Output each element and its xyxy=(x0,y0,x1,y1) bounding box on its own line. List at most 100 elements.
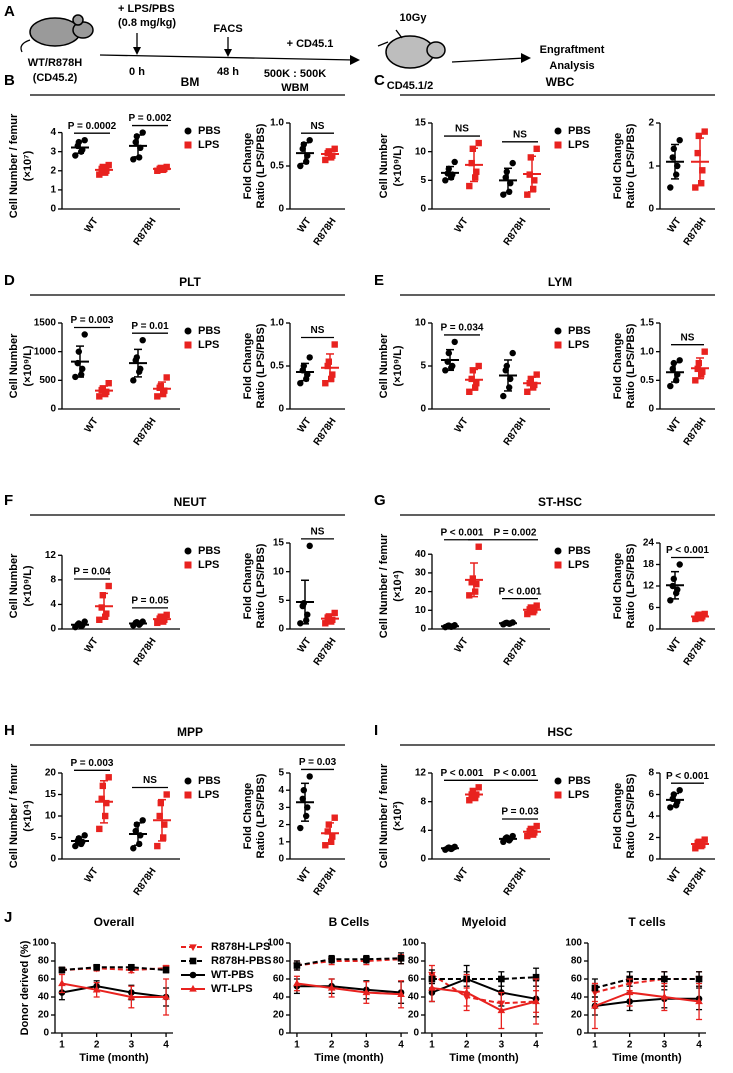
schematic: A WT/R878H (CD45.2) + LPS/PBS (0.8 mg/kg… xyxy=(4,3,605,94)
x-tick-label: 4 xyxy=(533,1040,539,1051)
y-axis-label: (×10⁷) xyxy=(22,150,34,181)
y-tick-label: 10 xyxy=(415,318,427,329)
legend-marker xyxy=(184,777,192,785)
comparison-label: P = 0.003 xyxy=(71,315,114,326)
data-point xyxy=(75,348,83,355)
data-point xyxy=(322,156,329,164)
comparison-label: P = 0.002 xyxy=(494,527,537,538)
legend-marker xyxy=(184,791,192,799)
x-tick-label: WT xyxy=(666,866,684,885)
data-point xyxy=(324,828,331,835)
panel-letter: B xyxy=(4,72,15,89)
panel-title: ST-HSC xyxy=(538,495,582,509)
legend-label: LPS xyxy=(198,559,219,571)
data-point xyxy=(533,822,540,830)
data-point xyxy=(325,821,332,828)
x-axis-label: Time (month) xyxy=(79,1052,149,1064)
y-tick-label: 80 xyxy=(38,956,50,967)
data-point xyxy=(58,979,66,987)
data-point xyxy=(297,620,304,627)
y-tick-label: 500 xyxy=(39,375,56,386)
x-tick-label: R878H xyxy=(312,416,339,448)
data-point xyxy=(530,185,537,193)
y-tick-label: 10 xyxy=(273,566,285,577)
data-point xyxy=(676,137,683,144)
legend-label: PBS xyxy=(568,125,591,137)
data-point xyxy=(509,349,516,357)
data-point xyxy=(524,388,531,395)
y-axis-label: (×10⁹/L) xyxy=(392,345,404,386)
recipient: CD45.1/2 xyxy=(387,80,433,92)
y-tick-label: 4 xyxy=(648,811,654,822)
chart-title: Myeloid xyxy=(462,915,507,929)
y-axis-label: Ratio (LPS/PBS) xyxy=(625,323,637,408)
chart-title: Overall xyxy=(94,915,135,929)
data-point xyxy=(695,838,702,845)
legend-label: PBS xyxy=(568,325,591,337)
data-point xyxy=(306,773,313,780)
data-point xyxy=(473,380,480,387)
y-axis-label: Fold Change xyxy=(242,553,254,620)
timeline xyxy=(99,54,356,61)
y-tick-label: 1000 xyxy=(34,346,57,357)
y-tick-label: 100 xyxy=(32,938,49,949)
comparison-label: P = 0.01 xyxy=(131,321,169,332)
data-point xyxy=(397,990,405,997)
y-axis-label: Fold Change xyxy=(612,333,624,400)
y-tick-label: 60 xyxy=(408,974,420,985)
legend-marker xyxy=(189,984,197,992)
y-axis-label: (×10⁹/L) xyxy=(22,345,34,386)
x-tick-label: WT xyxy=(666,636,684,655)
data-point xyxy=(154,842,161,850)
data-point xyxy=(466,182,473,190)
data-point xyxy=(322,842,329,849)
y-tick-label: 80 xyxy=(571,956,583,967)
panel-title: PLT xyxy=(179,275,201,289)
x-tick-label: R878H xyxy=(132,416,159,448)
data-point xyxy=(130,845,137,852)
legend-marker xyxy=(184,327,192,335)
x-tick-label: WT xyxy=(83,216,101,235)
panel-letter: A xyxy=(4,3,15,20)
data-point xyxy=(509,159,516,167)
data-point xyxy=(72,373,79,381)
y-tick-label: 100 xyxy=(565,938,582,949)
data-point xyxy=(303,812,310,820)
comparison-label: P = 0.003 xyxy=(71,758,114,769)
y-tick-label: 2 xyxy=(648,118,654,129)
data-point xyxy=(297,824,304,832)
y-axis-label: Ratio (LPS/PBS) xyxy=(255,123,267,208)
comparison-label: NS xyxy=(311,527,325,538)
data-point xyxy=(329,616,336,624)
y-tick-label: 1 xyxy=(648,161,654,172)
x-tick-label: R878H xyxy=(312,636,339,668)
data-point xyxy=(397,955,405,962)
data-point xyxy=(473,580,480,588)
data-point xyxy=(329,152,336,159)
comparison-label: NS xyxy=(513,129,527,140)
x-tick-label: 1 xyxy=(592,1040,598,1051)
panel-title: WBC xyxy=(546,75,575,89)
data-point xyxy=(533,371,540,378)
legend-label: LPS xyxy=(568,559,589,571)
y-tick-label: 4 xyxy=(50,599,56,610)
y-axis-label: Cell Number xyxy=(378,333,390,399)
y-tick-label: 18 xyxy=(643,559,655,570)
data-point xyxy=(661,975,668,983)
y-axis-label: Fold Change xyxy=(612,783,624,850)
data-point xyxy=(503,168,510,175)
data-point xyxy=(695,975,703,983)
y-tick-label: 20 xyxy=(571,1010,583,1021)
x-tick-label: 1 xyxy=(429,1040,435,1051)
legend-label: PBS xyxy=(568,775,591,787)
y-tick-label: 0 xyxy=(648,854,654,865)
data-point xyxy=(673,171,680,178)
data-point xyxy=(130,377,137,384)
panel-title: BM xyxy=(181,75,200,89)
y-tick-label: 40 xyxy=(38,992,50,1003)
y-axis-label: (×10⁹/L) xyxy=(22,565,34,606)
data-point xyxy=(98,795,105,802)
x-tick-label: WT xyxy=(296,216,314,235)
y-tick-label: 5 xyxy=(278,768,284,779)
data-point xyxy=(660,992,669,1000)
